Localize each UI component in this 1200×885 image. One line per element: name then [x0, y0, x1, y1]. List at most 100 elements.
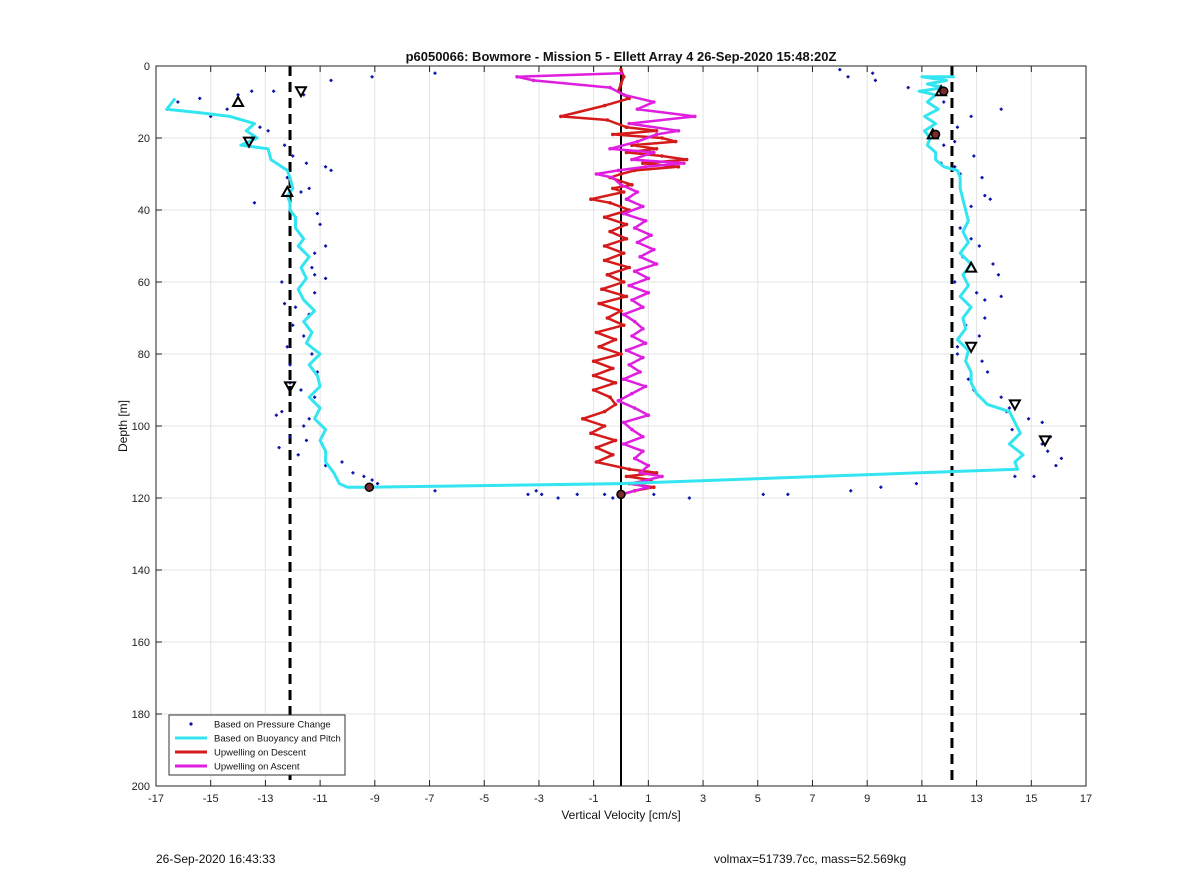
- pressure-change-point: [370, 75, 374, 79]
- pressure-change-point: [375, 482, 380, 486]
- pressure-change-point: [953, 280, 957, 284]
- upwelling-ascent-point: [682, 161, 686, 165]
- upwelling-ascent-point: [641, 305, 645, 310]
- upwelling-descent-line: [559, 69, 688, 496]
- descent-triangle-marker: [1008, 399, 1022, 412]
- pressure-change-point: [556, 496, 560, 500]
- pressure-change-point: [280, 410, 284, 414]
- pressure-change-point: [972, 154, 976, 158]
- upwelling-descent-point: [624, 237, 629, 241]
- pressure-change-point: [687, 496, 691, 500]
- legend: Based on Pressure Change Based on Buoyanc…: [168, 714, 346, 776]
- y-tick-label: 100: [132, 421, 150, 433]
- y-tick-label: 40: [138, 205, 150, 217]
- upwelling-ascent-point: [643, 341, 648, 346]
- upwelling-ascent-point: [641, 327, 645, 331]
- pressure-change-point: [575, 492, 579, 496]
- x-tick-label: -5: [479, 793, 489, 805]
- pressure-change-point: [282, 143, 287, 147]
- legend-label: Upwelling on Ascent: [214, 762, 300, 773]
- pressure-change-point: [1026, 417, 1031, 421]
- upwelling-descent-point: [594, 330, 599, 335]
- upwelling-ascent-point: [652, 247, 656, 252]
- upwelling-descent-point: [621, 190, 626, 194]
- upwelling-ascent-point: [624, 197, 629, 201]
- upwelling-ascent-point: [621, 442, 626, 446]
- footer-timestamp: 26-Sep-2020 16:43:33: [156, 852, 276, 866]
- upwelling-ascent-point: [619, 71, 623, 75]
- pressure-change-point: [340, 460, 344, 464]
- upwelling-descent-point: [613, 402, 618, 407]
- pressure-change-point: [302, 334, 306, 338]
- upwelling-descent-point: [608, 229, 612, 234]
- pressure-change-point: [307, 186, 311, 190]
- pressure-change-point: [299, 190, 303, 194]
- pressure-change-point: [983, 316, 987, 320]
- upwelling-descent-point: [605, 273, 610, 277]
- upwelling-descent-point: [597, 301, 601, 306]
- upwelling-ascent-point: [660, 474, 664, 479]
- pressure-change-point: [310, 266, 314, 270]
- upwelling-descent-point: [673, 139, 678, 144]
- upwelling-ascent-point: [630, 427, 634, 432]
- upwelling-ascent-point: [632, 406, 637, 410]
- pressure-change-point: [966, 377, 970, 381]
- pressure-change-point: [274, 413, 278, 417]
- pressure-change-point: [198, 96, 202, 100]
- descent-triangle-marker: [964, 341, 978, 354]
- upwelling-ascent-point: [608, 147, 612, 151]
- upwelling-ascent-point: [621, 211, 626, 216]
- pressure-change-point: [304, 438, 309, 442]
- x-tick-label: 17: [1080, 793, 1092, 805]
- upwelling-descent-point: [624, 474, 629, 479]
- pressure-change-point: [288, 435, 292, 439]
- upwelling-ascent-point: [641, 449, 645, 454]
- pressure-change-point: [955, 125, 960, 129]
- upwelling-ascent-point: [643, 384, 648, 389]
- upwelling-descent-point: [602, 409, 607, 414]
- y-tick-label: 120: [132, 493, 150, 505]
- pressure-change-point: [351, 471, 355, 475]
- upwelling-descent-point: [610, 186, 615, 191]
- x-tick-label: 13: [970, 793, 982, 805]
- upwelling-descent-point: [597, 345, 601, 349]
- y-tick-label: 200: [132, 781, 150, 793]
- chart-title: p6050066: Bowmore - Mission 5 - Ellett A…: [406, 49, 837, 64]
- upwelling-descent-point: [602, 424, 607, 428]
- upwelling-ascent-point: [630, 298, 634, 302]
- upwelling-descent-point: [591, 388, 596, 392]
- pressure-change-point: [958, 226, 962, 230]
- upwelling-descent-point: [591, 373, 596, 378]
- x-axis-label: Vertical Velocity [cm/s]: [561, 808, 680, 822]
- upwelling-ascent-point: [693, 114, 697, 119]
- upwelling-descent-point: [619, 67, 623, 72]
- pressure-change-point: [526, 492, 530, 496]
- pressure-change-point: [999, 107, 1003, 111]
- upwelling-descent-point: [608, 201, 612, 205]
- pressure-change-point: [291, 323, 295, 327]
- upwelling-descent-point: [624, 150, 629, 155]
- pressure-change-point: [362, 474, 366, 478]
- pressure-change-point: [977, 244, 981, 248]
- upwelling-ascent-point: [608, 85, 612, 90]
- pressure-change-point: [280, 280, 284, 284]
- descent-triangle-marker: [1038, 435, 1052, 448]
- pressure-change-point: [977, 334, 981, 338]
- upwelling-ascent-point: [630, 334, 634, 338]
- upwelling-ascent-point: [635, 240, 640, 245]
- pressure-change-point: [1032, 474, 1036, 478]
- x-tick-label: 15: [1025, 793, 1037, 805]
- x-tick-label: -3: [534, 793, 544, 805]
- upwelling-descent-point: [605, 118, 610, 122]
- pressure-change-point: [988, 197, 992, 201]
- upwelling-ascent-point: [632, 456, 637, 461]
- upwelling-descent-point: [619, 82, 623, 86]
- upwelling-ascent-point: [643, 219, 648, 223]
- pressure-change-point: [983, 298, 987, 302]
- upwelling-descent-point: [654, 471, 659, 475]
- upwelling-descent-point: [641, 161, 645, 165]
- upwelling-ascent-point: [616, 168, 621, 173]
- pressure-change-point: [313, 291, 317, 295]
- pressure-change-point: [871, 71, 875, 75]
- buoyancy-pitch-line: [165, 75, 1025, 489]
